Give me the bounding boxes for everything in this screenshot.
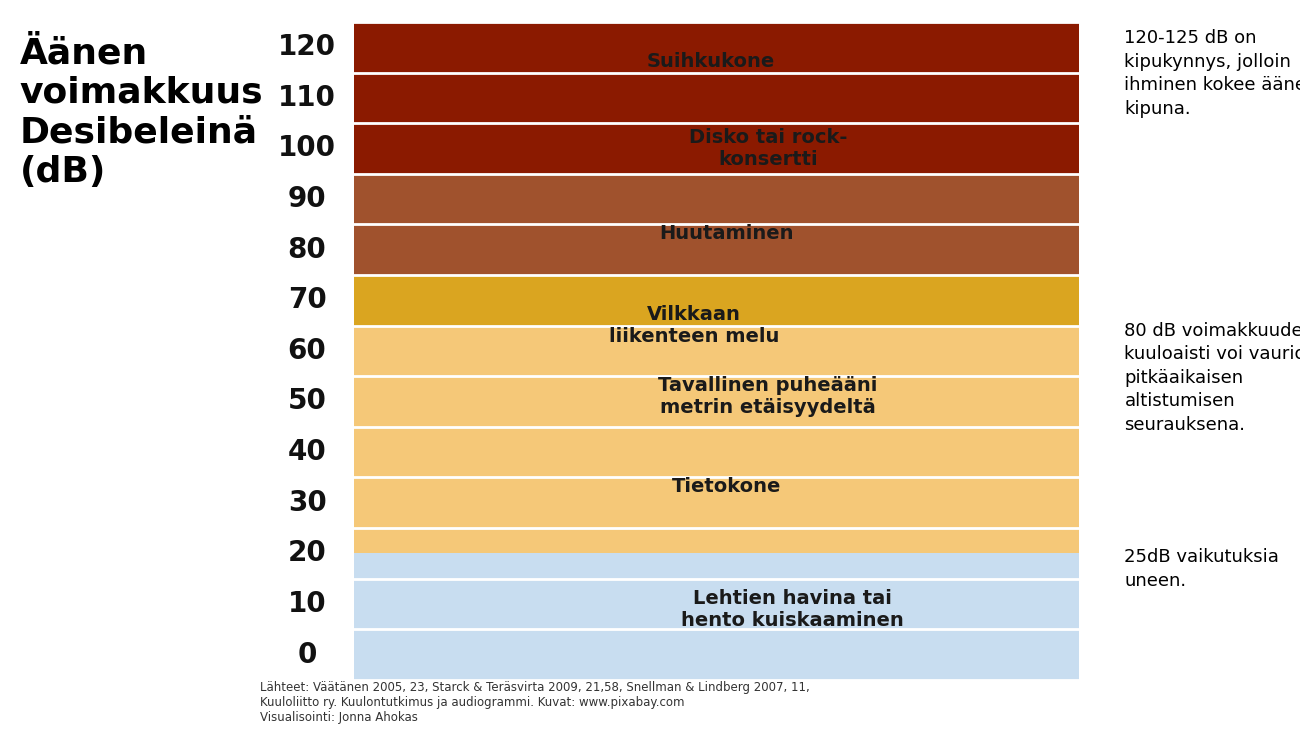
Text: Suihkukone: Suihkukone [646,53,775,72]
Text: 20: 20 [287,539,326,567]
Text: Vilkkaan
liikenteen melu: Vilkkaan liikenteen melu [608,306,779,346]
Text: 40: 40 [287,438,326,466]
Bar [354,325,1079,553]
Text: 90: 90 [287,185,326,213]
Bar [354,275,1079,325]
Text: 100: 100 [278,135,337,162]
Bar [354,174,1079,275]
Text: 120: 120 [278,33,337,61]
Text: 0: 0 [298,640,317,669]
Bar [260,22,354,680]
Text: 60: 60 [287,337,326,365]
Text: 25dB vaikutuksia
uneen.: 25dB vaikutuksia uneen. [1124,548,1279,590]
Text: 80 dB voimakkuudessa
kuuloaisti voi vaurioitua
pitkäaikaisen
altistumisen
seurau: 80 dB voimakkuudessa kuuloaisti voi vaur… [1124,322,1300,434]
Text: Disko tai rock-
konsertti: Disko tai rock- konsertti [689,128,848,169]
Text: 80: 80 [287,235,326,264]
Text: Huutaminen: Huutaminen [659,224,794,243]
Text: 10: 10 [287,590,326,618]
Text: Tavallinen puheääni
metrin etäisyydeltä: Tavallinen puheääni metrin etäisyydeltä [658,376,878,417]
Text: 30: 30 [287,489,326,517]
Text: Lähteet: Väätänen 2005, 23, Starck & Teräsvirta 2009, 21,58, Snellman & Lindberg: Lähteet: Väätänen 2005, 23, Starck & Ter… [260,681,810,724]
Bar [354,22,1079,174]
Text: 70: 70 [287,287,326,314]
Text: 120-125 dB on
kipukynnys, jolloin
ihminen kokee äänen
kipuna.: 120-125 dB on kipukynnys, jolloin ihmine… [1124,29,1300,118]
Bar [354,553,1079,680]
Text: Tietokone: Tietokone [672,477,781,496]
Text: 110: 110 [278,84,335,112]
Text: Lehtien havina tai
hento kuiskaaminen: Lehtien havina tai hento kuiskaaminen [681,588,904,629]
Text: 50: 50 [287,387,326,415]
Text: Äänen
voimakkuus
Desibeleinä
(dB): Äänen voimakkuus Desibeleinä (dB) [20,37,263,189]
